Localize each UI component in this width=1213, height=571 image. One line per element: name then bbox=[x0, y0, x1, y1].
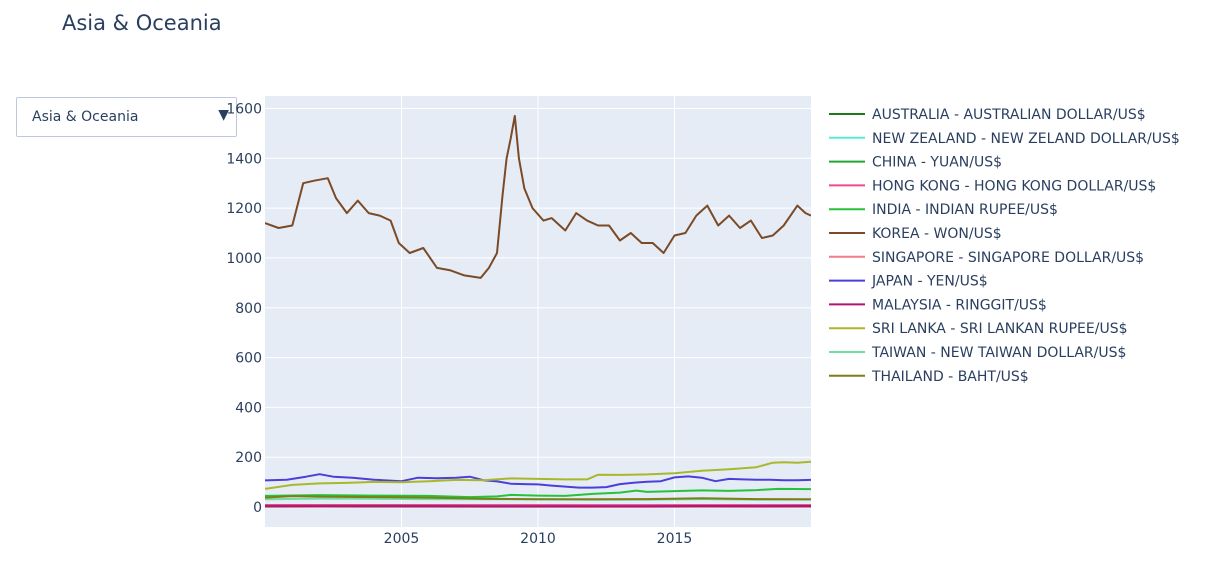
legend-label: KOREA - WON/US$ bbox=[872, 226, 1002, 242]
x-tick-label: 2015 bbox=[657, 531, 693, 547]
legend-item[interactable]: SINGAPORE - SINGAPORE DOLLAR/US$ bbox=[829, 250, 1144, 266]
y-tick-label: 800 bbox=[235, 301, 262, 317]
x-tick-label: 2010 bbox=[520, 531, 556, 547]
legend-item[interactable]: AUSTRALIA - AUSTRALIAN DOLLAR/US$ bbox=[829, 107, 1146, 123]
y-tick-label: 1600 bbox=[226, 101, 262, 117]
series-line bbox=[265, 114, 811, 279]
legend-item[interactable]: TAIWAN - NEW TAIWAN DOLLAR/US$ bbox=[829, 345, 1126, 361]
y-tick-label: 400 bbox=[235, 400, 262, 416]
legend-label: AUSTRALIA - AUSTRALIAN DOLLAR/US$ bbox=[872, 107, 1146, 123]
y-axis-ticks: 0 200 400 600 800 1000 1200 1400 1600 bbox=[226, 101, 262, 516]
y-tick-label: 600 bbox=[235, 351, 262, 367]
legend-label: SRI LANKA - SRI LANKAN RUPEE/US$ bbox=[872, 321, 1128, 337]
region-dropdown[interactable]: Asia & Oceania ▼ bbox=[16, 97, 237, 137]
legend-item[interactable]: THAILAND - BAHT/US$ bbox=[829, 369, 1029, 385]
series-line bbox=[265, 460, 811, 490]
series-line bbox=[265, 487, 811, 499]
y-tick-label: 1000 bbox=[226, 251, 262, 267]
series-lines bbox=[265, 114, 811, 508]
x-tick-label: 2005 bbox=[384, 531, 420, 547]
legend-item[interactable]: MALAYSIA - RINGGIT/US$ bbox=[829, 297, 1047, 313]
legend-item[interactable]: HONG KONG - HONG KONG DOLLAR/US$ bbox=[829, 178, 1156, 194]
legend-label: CHINA - YUAN/US$ bbox=[872, 155, 1002, 171]
legend-item[interactable]: NEW ZEALAND - NEW ZELAND DOLLAR/US$ bbox=[829, 131, 1180, 147]
legend-label: NEW ZEALAND - NEW ZELAND DOLLAR/US$ bbox=[872, 131, 1180, 147]
legend-item[interactable]: CHINA - YUAN/US$ bbox=[829, 155, 1002, 171]
legend-item[interactable]: SRI LANKA - SRI LANKAN RUPEE/US$ bbox=[829, 321, 1128, 337]
legend-label: TAIWAN - NEW TAIWAN DOLLAR/US$ bbox=[871, 345, 1126, 361]
series-line bbox=[265, 473, 811, 489]
y-tick-label: 1200 bbox=[226, 201, 262, 217]
y-tick-label: 200 bbox=[235, 450, 262, 466]
chart-title: Asia & Oceania bbox=[62, 11, 222, 35]
x-axis-ticks: 2005 2010 2015 bbox=[384, 531, 693, 547]
legend-item[interactable]: JAPAN - YEN/US$ bbox=[829, 274, 988, 290]
legend[interactable]: AUSTRALIA - AUSTRALIAN DOLLAR/US$ NEW ZEA… bbox=[829, 107, 1180, 385]
y-tick-label: 1400 bbox=[226, 151, 262, 167]
region-dropdown-label: Asia & Oceania bbox=[32, 109, 139, 125]
y-tick-label: 0 bbox=[253, 500, 262, 516]
legend-label: INDIA - INDIAN RUPEE/US$ bbox=[872, 202, 1058, 218]
legend-label: SINGAPORE - SINGAPORE DOLLAR/US$ bbox=[872, 250, 1144, 266]
legend-item[interactable]: KOREA - WON/US$ bbox=[829, 226, 1002, 242]
legend-label: HONG KONG - HONG KONG DOLLAR/US$ bbox=[872, 178, 1156, 194]
series-line bbox=[265, 495, 811, 501]
legend-label: MALAYSIA - RINGGIT/US$ bbox=[872, 297, 1047, 313]
legend-item[interactable]: INDIA - INDIAN RUPEE/US$ bbox=[829, 202, 1058, 218]
dropdown-arrow-icon[interactable]: ▼ bbox=[218, 107, 229, 123]
legend-label: THAILAND - BAHT/US$ bbox=[871, 369, 1029, 385]
legend-label: JAPAN - YEN/US$ bbox=[871, 274, 988, 290]
